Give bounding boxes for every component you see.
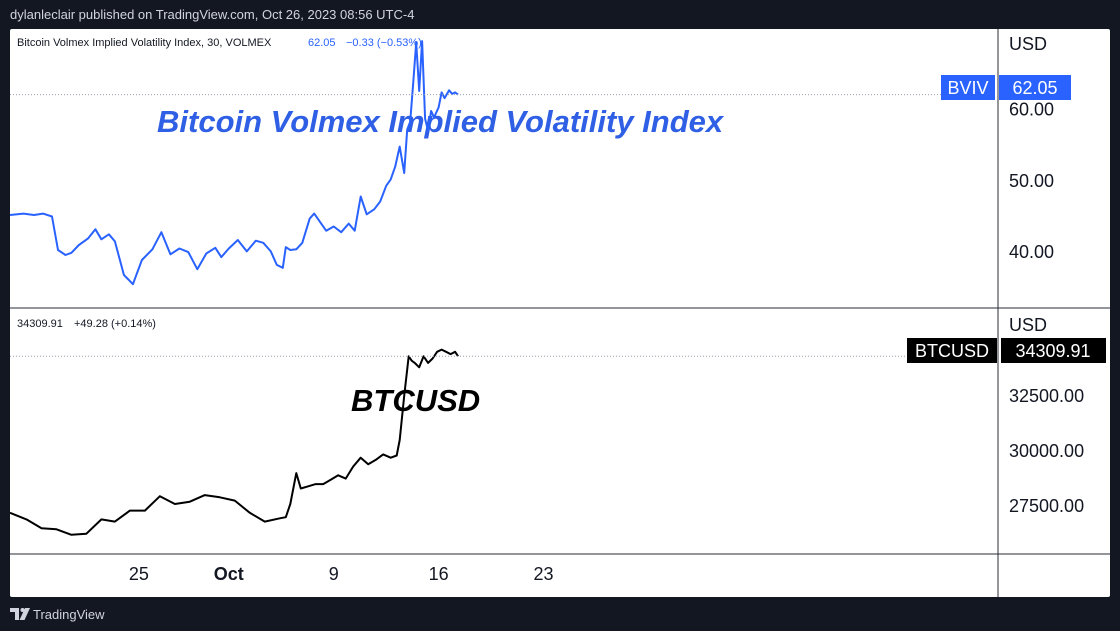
btc-annotation: BTCUSD (351, 383, 480, 418)
footer: TradingView (0, 597, 1120, 631)
bviv-currency-label: USD (1009, 34, 1047, 54)
x-tick-label: Oct (214, 564, 244, 584)
btc-tag-value-bg (1001, 338, 1106, 363)
chart-svg[interactable]: Bitcoin Volmex Implied Volatility Index,… (10, 29, 1110, 597)
bviv-legend-title: Bitcoin Volmex Implied Volatility Index,… (17, 37, 272, 49)
publish-credit: dylanleclair published on TradingView.co… (0, 0, 1120, 29)
tradingview-logo-icon (10, 608, 30, 620)
btc-series-group (10, 348, 998, 536)
bviv-price-tag: BVIV 62.05 (941, 75, 1071, 100)
btc-legend-change: +49.28 (+0.14%) (74, 318, 156, 330)
bviv-y-tick: 60.00 (1009, 100, 1054, 120)
btc-y-tick: 30000.00 (1009, 441, 1084, 461)
btc-y-tick: 32500.00 (1009, 386, 1084, 406)
bviv-y-axis[interactable]: 60.00 50.00 40.00 (1009, 100, 1054, 263)
bviv-annotation: Bitcoin Volmex Implied Volatility Index (157, 104, 725, 139)
bviv-pane[interactable]: Bitcoin Volmex Implied Volatility Index,… (10, 34, 1071, 286)
bviv-tag-name-bg (941, 75, 995, 100)
btc-tag-name-bg (907, 338, 997, 363)
btc-currency-label: USD (1009, 315, 1047, 335)
pane-dividers (10, 29, 1110, 597)
footer-brand: TradingView (33, 607, 105, 622)
chart-area[interactable]: Bitcoin Volmex Implied Volatility Index,… (10, 29, 1110, 597)
bviv-legend-change: −0.33 (−0.53%) (346, 37, 422, 49)
btc-y-tick: 27500.00 (1009, 496, 1084, 516)
btc-price-tag: BTCUSD 34309.91 (907, 338, 1106, 363)
publish-credit-text: dylanleclair published on TradingView.co… (10, 7, 415, 22)
x-tick-label: 25 (129, 564, 149, 584)
bviv-legend-value: 62.05 (308, 37, 336, 49)
btc-legend-value: 34309.91 (17, 318, 63, 330)
bviv-line (10, 40, 459, 286)
bviv-series-group (10, 40, 998, 286)
x-tick-label: 23 (534, 564, 554, 584)
bviv-tag-value-bg (999, 75, 1071, 100)
btc-y-axis[interactable]: 32500.00 30000.00 27500.00 (1009, 386, 1084, 516)
btc-tag-value: 34309.91 (1015, 341, 1090, 361)
time-axis[interactable]: 25 Oct 9 16 23 (129, 564, 554, 584)
btc-line (10, 348, 459, 536)
bviv-tag-name: BVIV (947, 78, 988, 98)
bviv-y-tick: 40.00 (1009, 242, 1054, 262)
btc-tag-name: BTCUSD (915, 341, 989, 361)
bviv-tag-value: 62.05 (1012, 78, 1057, 98)
bviv-y-tick: 50.00 (1009, 171, 1054, 191)
x-tick-label: 9 (329, 564, 339, 584)
x-tick-label: 16 (429, 564, 449, 584)
btc-pane[interactable]: 34309.91 +49.28 (+0.14%) BTCUSD USD 3250… (10, 315, 1106, 536)
